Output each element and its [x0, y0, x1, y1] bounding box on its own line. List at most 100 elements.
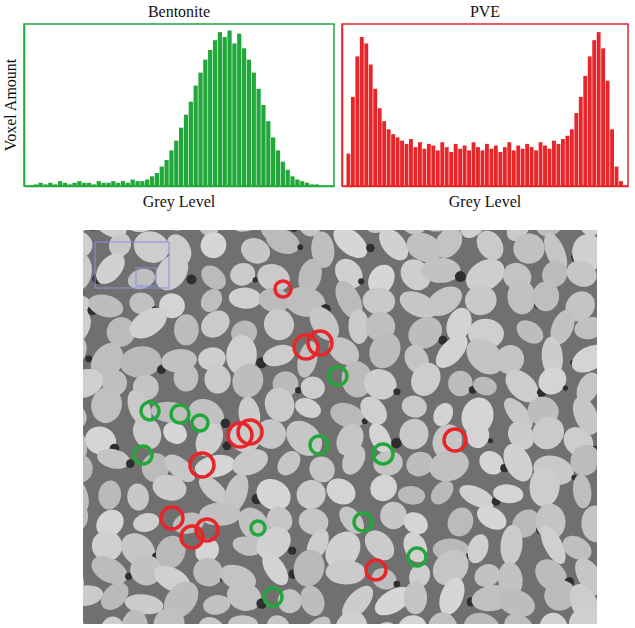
bar — [405, 144, 409, 186]
pore — [393, 388, 400, 395]
grain — [329, 606, 373, 624]
bar — [516, 146, 520, 187]
grain — [444, 504, 478, 540]
grain — [148, 603, 189, 624]
bar — [194, 86, 198, 186]
grain — [174, 314, 199, 346]
bar — [276, 150, 280, 186]
grain — [364, 328, 406, 374]
grain — [325, 559, 366, 585]
grain — [538, 611, 570, 624]
pore — [85, 355, 92, 362]
bar — [440, 142, 444, 186]
bar — [247, 60, 251, 186]
bar — [409, 139, 413, 186]
grain — [426, 476, 458, 508]
bar — [512, 150, 516, 186]
bar — [534, 150, 538, 186]
bar — [521, 149, 525, 186]
bar — [391, 134, 395, 186]
bentonite-marker — [329, 367, 347, 385]
bar — [364, 43, 368, 186]
bar — [160, 167, 164, 186]
bentonite-marker — [171, 405, 189, 423]
bentonite-marker — [354, 513, 372, 531]
bar — [295, 180, 299, 186]
grain — [558, 531, 596, 566]
grain — [499, 524, 525, 567]
grain — [228, 360, 267, 402]
bar — [597, 32, 601, 186]
grain — [533, 361, 572, 400]
bar — [539, 142, 543, 186]
pore — [394, 581, 401, 588]
grain — [126, 482, 151, 512]
bar — [418, 142, 422, 186]
pve-marker — [190, 453, 214, 477]
grain — [397, 485, 426, 506]
ct-image — [83, 230, 597, 624]
bar — [552, 141, 556, 186]
bar — [382, 121, 386, 186]
grain — [365, 469, 403, 506]
bar — [266, 121, 270, 186]
grain — [397, 416, 432, 452]
bar — [503, 147, 507, 186]
bar — [218, 32, 222, 186]
bar — [561, 139, 565, 186]
grain — [150, 471, 189, 504]
grain — [95, 446, 132, 472]
bar — [592, 40, 596, 186]
pve-marker — [444, 429, 466, 451]
bar — [507, 142, 511, 186]
pore — [597, 463, 598, 472]
pore — [358, 278, 364, 284]
bentonite-marker — [141, 402, 159, 420]
bar — [485, 144, 489, 186]
grain — [296, 582, 328, 619]
bar — [463, 146, 467, 187]
grain — [506, 278, 537, 315]
grain — [405, 358, 446, 401]
bar — [548, 149, 552, 186]
inset-frame — [136, 268, 156, 286]
pve-marker — [161, 507, 183, 529]
grain — [532, 281, 559, 311]
grain — [338, 441, 370, 478]
grain — [88, 384, 125, 425]
bar — [583, 76, 587, 186]
grain — [512, 315, 548, 348]
bar — [360, 37, 364, 186]
bar — [169, 150, 173, 186]
bar — [346, 154, 350, 186]
bar — [467, 150, 471, 186]
frame — [24, 24, 334, 186]
pore — [391, 438, 402, 449]
pve-marker — [275, 281, 291, 297]
pore — [253, 277, 258, 282]
grain — [273, 446, 305, 480]
pore — [563, 386, 568, 391]
bentonite-marker — [192, 415, 208, 431]
bar — [286, 170, 290, 186]
bentonite-marker — [373, 444, 393, 464]
histogram-panel: PVEGrey Level — [342, 3, 629, 211]
inset-frame — [95, 242, 169, 288]
bar — [261, 105, 265, 186]
bar — [427, 144, 431, 186]
grain — [361, 286, 396, 316]
bar — [164, 160, 168, 186]
grain — [380, 501, 408, 529]
bar — [476, 147, 480, 186]
grain — [174, 363, 199, 391]
bar — [242, 48, 246, 186]
pve-marker — [366, 560, 386, 580]
bentonite-marker — [310, 436, 328, 454]
bar — [414, 147, 418, 186]
grain — [448, 370, 473, 396]
bar — [232, 43, 236, 186]
pore — [126, 459, 135, 468]
pve-marker — [238, 420, 262, 444]
bar — [565, 136, 569, 186]
grain — [460, 608, 505, 624]
